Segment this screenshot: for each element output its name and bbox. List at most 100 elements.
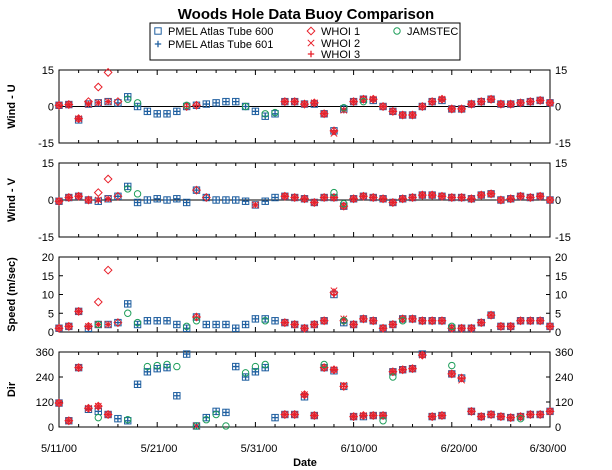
data-point — [55, 399, 63, 407]
data-point — [74, 306, 84, 316]
data-point — [134, 199, 141, 206]
data-point — [103, 67, 113, 77]
y-tick-label-right: 20 — [555, 252, 567, 264]
data-point — [468, 325, 475, 332]
data-point — [466, 194, 476, 204]
data-point — [183, 350, 190, 358]
data-point — [409, 315, 416, 323]
data-point — [399, 366, 406, 373]
y-tick-label: 120 — [36, 397, 54, 409]
data-point — [350, 321, 357, 328]
data-point — [516, 316, 526, 326]
data-point — [222, 422, 230, 430]
data-point — [466, 406, 476, 416]
data-point — [261, 317, 269, 325]
data-point — [535, 316, 545, 326]
y-tick-label-right: 15 — [555, 65, 567, 77]
data-point — [329, 193, 339, 203]
data-point — [476, 190, 486, 200]
data-point — [358, 314, 368, 324]
data-point — [329, 365, 339, 375]
data-point — [507, 100, 514, 108]
data-point — [379, 325, 387, 332]
data-point — [95, 321, 102, 328]
data-point — [388, 106, 398, 116]
data-point — [252, 315, 259, 323]
plot-frame — [58, 256, 551, 333]
data-point — [437, 94, 447, 104]
data-point — [545, 195, 555, 205]
series-plus — [55, 351, 554, 424]
y-tick-label-right: -15 — [555, 232, 571, 244]
data-point — [437, 411, 447, 421]
data-point — [311, 99, 318, 107]
data-point — [535, 409, 545, 420]
y-tick-label-right: 120 — [555, 397, 573, 409]
y-tick-label-right: 10 — [555, 290, 567, 302]
data-point — [281, 411, 289, 418]
data-point — [527, 317, 534, 324]
data-point — [95, 402, 102, 410]
data-point — [93, 82, 103, 92]
data-point — [478, 413, 485, 420]
data-point — [222, 98, 230, 105]
data-point — [466, 99, 476, 109]
data-point — [527, 98, 534, 105]
y-tick-label-right: 15 — [555, 158, 567, 170]
data-point — [64, 193, 74, 203]
data-point — [457, 373, 467, 383]
x-icon — [307, 39, 315, 47]
data-point — [379, 103, 387, 110]
data-point — [497, 323, 505, 330]
data-point — [409, 365, 416, 372]
circle-icon — [393, 27, 401, 35]
data-point — [242, 373, 249, 381]
data-point — [291, 411, 298, 418]
legend-label: PMEL Atlas Tube 601 — [168, 39, 273, 51]
data-point — [516, 98, 526, 108]
data-point — [330, 127, 338, 135]
data-point — [525, 409, 535, 420]
data-point — [447, 323, 457, 333]
data-point — [487, 190, 495, 198]
data-point — [301, 195, 308, 202]
data-point — [85, 100, 92, 108]
data-point — [133, 99, 142, 107]
data-point — [497, 196, 505, 204]
data-point — [134, 381, 141, 388]
legend-marker-x — [307, 39, 315, 47]
data-point — [358, 191, 368, 201]
data-point — [163, 196, 171, 204]
data-point — [468, 408, 475, 415]
data-point — [496, 195, 506, 205]
data-point — [330, 287, 338, 295]
data-point — [536, 411, 544, 418]
data-point — [370, 412, 377, 419]
data-point — [428, 317, 436, 324]
y-tick-label-right: 0 — [555, 102, 561, 114]
data-point — [262, 198, 269, 205]
data-point — [242, 198, 249, 205]
data-point — [133, 318, 142, 327]
data-point — [535, 95, 545, 105]
data-point — [476, 412, 486, 422]
data-point — [506, 321, 516, 331]
data-point — [94, 320, 102, 329]
data-point — [319, 109, 329, 119]
data-point — [448, 370, 455, 378]
data-point — [290, 193, 300, 203]
data-point — [133, 190, 142, 198]
data-point — [476, 318, 486, 328]
data-point — [261, 360, 269, 369]
series-diamond — [54, 350, 555, 426]
y-tick-label: 15 — [42, 158, 54, 170]
x-tick-label: 6/10/00 — [341, 443, 378, 455]
data-point — [83, 321, 93, 331]
y-tick-label: 240 — [36, 372, 54, 384]
data-point — [370, 96, 377, 103]
data-point — [75, 115, 82, 122]
data-point — [448, 194, 455, 201]
data-point — [378, 411, 388, 421]
data-point — [163, 110, 171, 117]
data-point — [468, 100, 475, 108]
